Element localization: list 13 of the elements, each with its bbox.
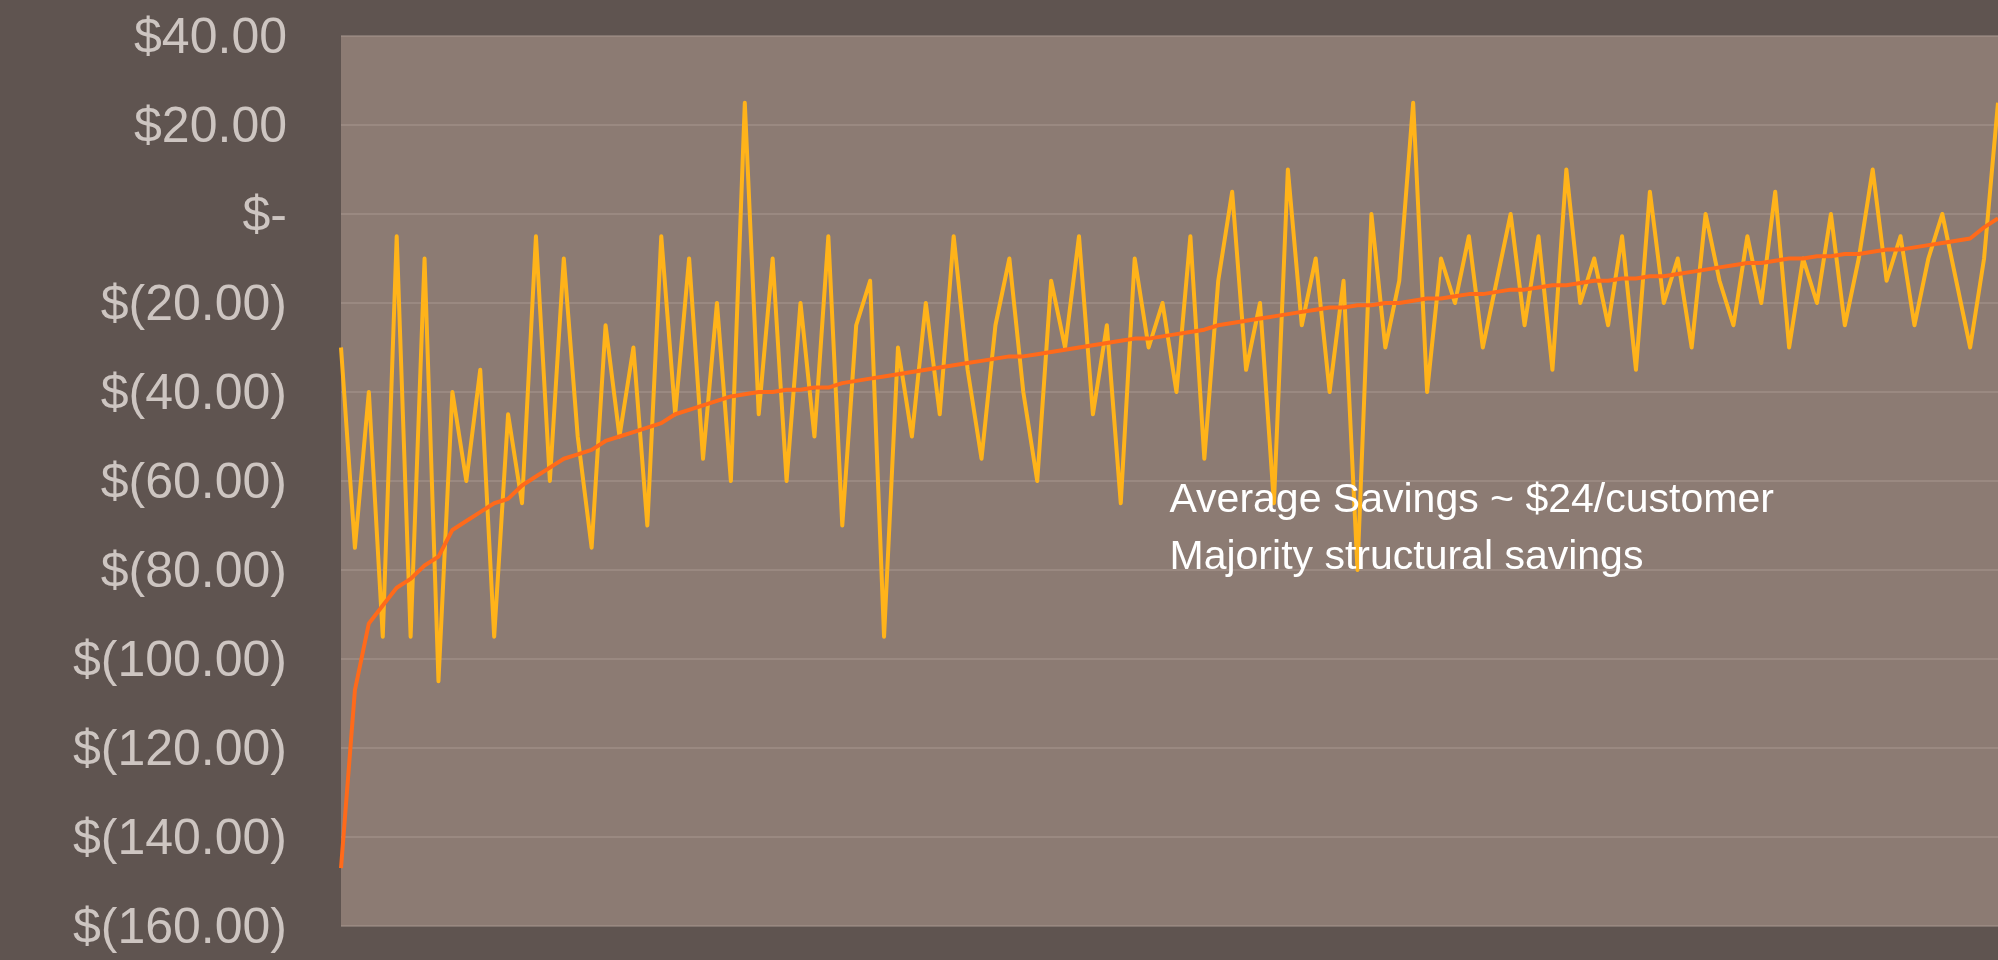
y-tick-label: $20.00 xyxy=(134,96,287,153)
y-tick-label: $40.00 xyxy=(134,7,287,64)
y-tick-label: $(40.00) xyxy=(100,363,287,420)
line-series xyxy=(339,216,1998,871)
line-series xyxy=(339,100,1998,684)
y-tick-label: $(120.00) xyxy=(72,719,287,776)
y-tick-label: $(140.00) xyxy=(72,808,287,865)
y-tick-label: $(160.00) xyxy=(72,897,287,954)
y-tick-label: $(60.00) xyxy=(100,452,287,509)
y-tick-label: $(100.00) xyxy=(72,630,287,687)
y-tick-label: $- xyxy=(242,185,287,242)
y-tick-label: $(80.00) xyxy=(100,541,287,598)
y-tick-label: $(20.00) xyxy=(100,274,287,331)
